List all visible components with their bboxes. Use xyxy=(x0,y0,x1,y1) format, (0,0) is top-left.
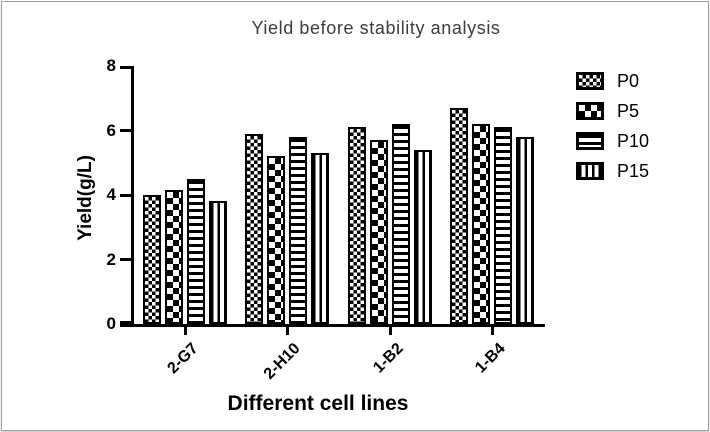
bar-P0-1-B2 xyxy=(348,127,366,324)
legend-swatch-fine-checker xyxy=(576,72,604,90)
y-tick-label: 8 xyxy=(106,56,116,75)
legend-label: P0 xyxy=(617,71,640,91)
bar-group xyxy=(450,108,534,324)
bar-group xyxy=(348,124,432,324)
x-tick xyxy=(388,327,392,335)
legend-label: P15 xyxy=(617,161,650,181)
bar-P10-2-H10 xyxy=(289,137,307,324)
y-tick-label: 0 xyxy=(106,314,116,333)
bar-P10-1-B4 xyxy=(494,127,512,324)
bar-group xyxy=(245,134,329,324)
bar-group xyxy=(143,179,227,324)
y-tick xyxy=(120,321,134,324)
x-category-label: 2-G7 xyxy=(164,340,203,378)
bar-P5-1-B4 xyxy=(472,124,490,324)
y-tick-label: 6 xyxy=(106,120,116,140)
y-tick-label: 2 xyxy=(106,249,116,269)
x-tick xyxy=(285,327,289,335)
chart-title: Yield before stability analysis xyxy=(251,18,501,38)
bar-P0-2-G7 xyxy=(143,195,161,324)
y-tick xyxy=(120,66,134,69)
x-category-label: 1-B4 xyxy=(472,340,510,377)
y-tick xyxy=(120,258,134,261)
legend-item-P5: P5 xyxy=(576,102,649,120)
legend-swatch-horizontal-stripes xyxy=(576,132,604,150)
y-tick xyxy=(120,193,134,197)
bar-P15-2-H10 xyxy=(311,153,329,324)
legend-swatch-vertical-stripes xyxy=(576,162,604,180)
x-axis-title: Different cell lines xyxy=(227,392,409,415)
bar-P10-1-B2 xyxy=(392,124,410,324)
x-axis-line xyxy=(120,324,545,327)
x-tick xyxy=(490,327,494,335)
legend-swatch-coarse-checker xyxy=(576,102,604,120)
bar-P5-1-B2 xyxy=(370,140,388,324)
legend-label: P10 xyxy=(617,131,650,151)
y-tick-label: 4 xyxy=(106,185,116,204)
bar-P0-2-H10 xyxy=(245,134,263,324)
x-tick xyxy=(183,327,187,335)
bar-P5-2-G7 xyxy=(165,190,183,324)
legend-item-P0: P0 xyxy=(576,72,649,90)
x-category-label: 2-H10 xyxy=(261,340,305,383)
legend-item-P15: P15 xyxy=(576,162,649,180)
plot-area: 0 2 4 6 8 2-G7 2-H10 1-B2 1-B4 xyxy=(107,57,545,383)
legend-item-P10: P10 xyxy=(576,132,649,150)
bar-P0-1-B4 xyxy=(450,108,468,324)
bar-P15-2-G7 xyxy=(209,201,227,324)
y-tick xyxy=(120,129,134,132)
y-axis-line xyxy=(131,66,134,327)
bar-P5-2-H10 xyxy=(267,156,285,324)
legend: P0 P5 P10 P15 xyxy=(576,72,649,192)
x-category-label: 1-B2 xyxy=(370,340,408,377)
bar-P15-1-B4 xyxy=(516,137,534,324)
legend-label: P5 xyxy=(617,101,640,121)
bar-P10-2-G7 xyxy=(187,179,205,324)
bar-P15-1-B2 xyxy=(414,150,432,324)
